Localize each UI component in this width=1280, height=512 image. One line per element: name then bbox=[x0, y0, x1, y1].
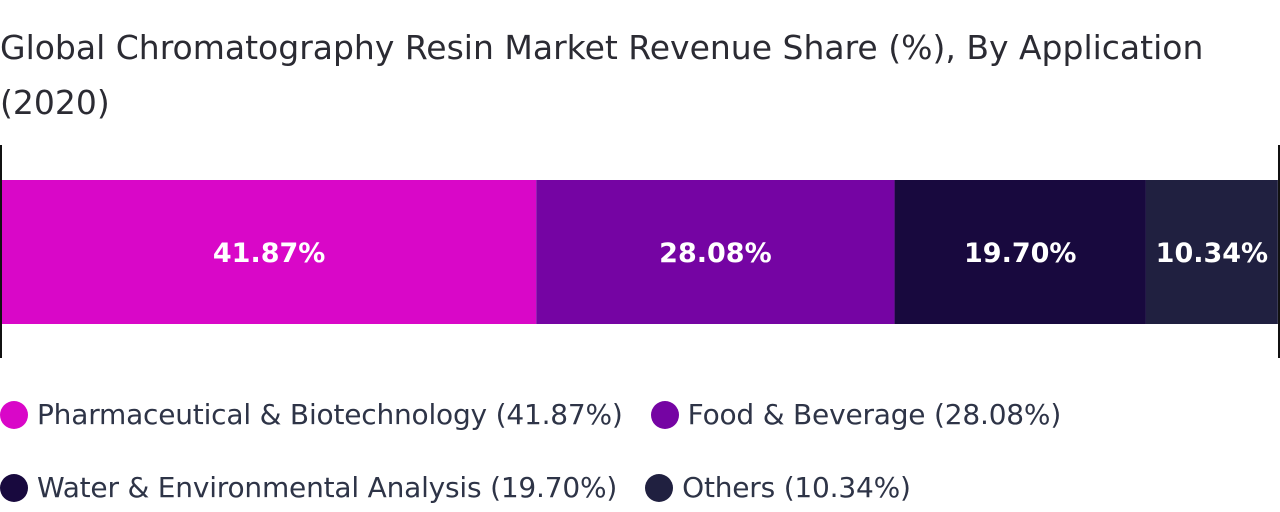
stacked-bar-chart: 41.87% 28.08% 19.70% 10.34% bbox=[0, 145, 1280, 358]
bar-segment-others bbox=[1145, 180, 1278, 324]
legend-label-pharmaceutical: Pharmaceutical & Biotechnology (41.87%) bbox=[37, 398, 623, 431]
legend-label-water-environmental: Water & Environmental Analysis (19.70%) bbox=[37, 471, 618, 504]
bar-segment-water-environmental-analysis bbox=[894, 180, 1146, 324]
legend-row-2: Water & Environmental Analysis (19.70%) … bbox=[0, 471, 939, 504]
legend-swatch-water-environmental bbox=[0, 473, 28, 502]
legend-item-food-beverage: Food & Beverage (28.08%) bbox=[650, 398, 1062, 431]
legend-swatch-others bbox=[645, 473, 674, 502]
bar-segment-food-beverage bbox=[536, 180, 895, 324]
data-label-water-environmental-analysis: 19.70% bbox=[964, 238, 1076, 269]
legend-item-pharmaceutical: Pharmaceutical & Biotechnology (41.87%) bbox=[0, 398, 623, 431]
data-label-food-beverage: 28.08% bbox=[659, 238, 771, 269]
legend-swatch-pharmaceutical bbox=[0, 400, 28, 429]
legend-item-water-environmental: Water & Environmental Analysis (19.70%) bbox=[0, 471, 617, 504]
data-label-others: 10.34% bbox=[1156, 238, 1268, 269]
legend-label-food-beverage: Food & Beverage (28.08%) bbox=[687, 398, 1062, 431]
legend-item-others: Others (10.34%) bbox=[645, 471, 911, 504]
data-label-pharmaceutical-biotechnology: 41.87% bbox=[213, 238, 325, 269]
legend-swatch-food-beverage bbox=[650, 400, 679, 429]
legend-label-others: Others (10.34%) bbox=[682, 471, 911, 504]
chart-title: Global Chromatography Resin Market Reven… bbox=[0, 28, 1204, 122]
bar-segment-pharmaceutical-biotechnology bbox=[2, 180, 537, 324]
legend-row-1: Pharmaceutical & Biotechnology (41.87%) … bbox=[0, 398, 1089, 431]
